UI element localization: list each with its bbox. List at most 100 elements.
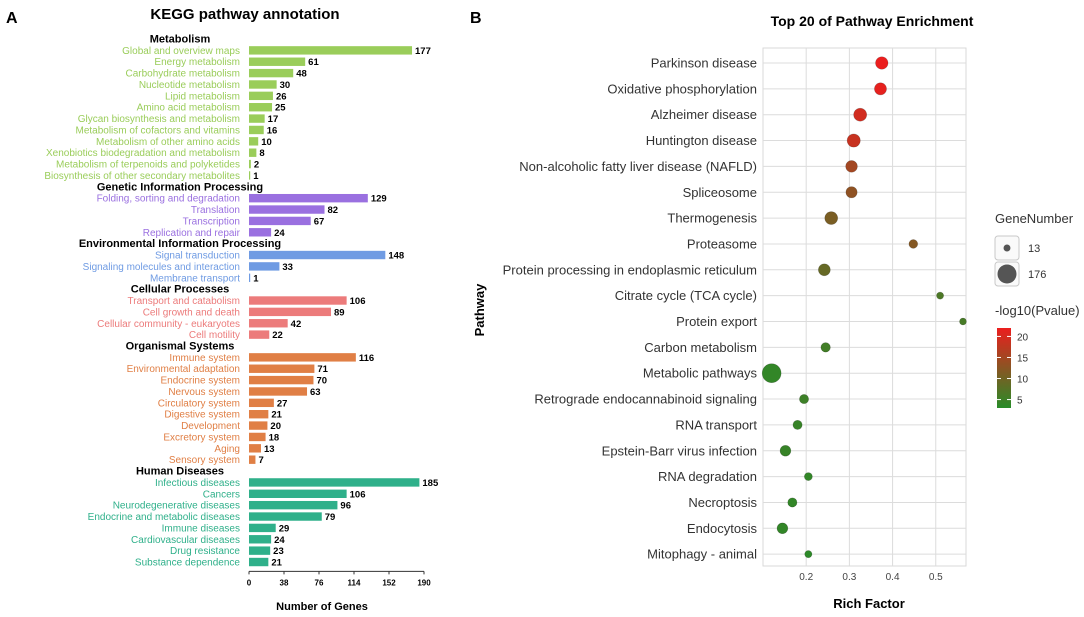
x-tick-label: 0: [247, 578, 252, 587]
bar-label: Nervous system: [168, 387, 240, 398]
bar-value-label: 61: [308, 57, 319, 68]
bar: [249, 455, 256, 464]
size-legend-circle: [997, 264, 1017, 284]
x-tick-label: 76: [315, 578, 324, 587]
group-header: Cellular Processes: [131, 284, 229, 296]
bar-label: Substance dependence: [135, 558, 241, 569]
bar-label: Aging: [214, 444, 240, 455]
bar-label: Nucleotide metabolism: [139, 80, 240, 91]
bar: [249, 364, 315, 373]
bar-label: Energy metabolism: [154, 57, 240, 68]
bar: [249, 353, 356, 362]
panel-b-x-axis-label: Rich Factor: [833, 596, 905, 611]
bar-label: Metabolism of other amino acids: [96, 137, 240, 148]
bar-label: Xenobiotics biodegradation and metabolis…: [46, 148, 240, 159]
bar: [249, 68, 294, 78]
bar-value-label: 106: [350, 489, 366, 500]
bar-label: Infectious diseases: [155, 478, 240, 489]
panel-a-bar-chart: A KEGG pathway annotation MetabolismGlob…: [6, 6, 439, 613]
bar-label: Cell motility: [189, 330, 240, 341]
bar: [249, 171, 251, 180]
bar-value-label: 63: [310, 387, 321, 398]
pathway-label: Citrate cycle (TCA cycle): [615, 288, 757, 303]
bar-value-label: 89: [334, 307, 345, 318]
bar-label: Membrane transport: [150, 273, 240, 284]
bar: [249, 387, 308, 396]
bubble-point: [779, 445, 792, 457]
bubble-point: [846, 133, 861, 148]
panel-a-title: KEGG pathway annotation: [150, 6, 339, 23]
bar-value-label: 20: [270, 421, 281, 432]
bar-value-label: 18: [269, 432, 280, 443]
bar-label: Metabolism of terpenoids and polyketides: [56, 160, 240, 171]
panel-b-title: Top 20 of Pathway Enrichment: [771, 13, 974, 29]
bar-value-label: 129: [371, 194, 387, 205]
bar-label: Development: [181, 421, 240, 432]
bubble-point: [959, 317, 967, 326]
bar-label: Signaling molecules and interaction: [83, 262, 240, 273]
pathway-label: RNA degradation: [658, 469, 757, 484]
bar: [249, 205, 325, 214]
bubble-point: [845, 186, 858, 199]
bubble-point: [804, 550, 813, 559]
pathway-label: Mitophagy - animal: [647, 547, 757, 562]
panel-a-letter: A: [6, 10, 18, 27]
x-tick-label: 152: [382, 578, 396, 587]
pathway-label: Necroptosis: [688, 495, 757, 510]
x-tick-label: 114: [348, 578, 361, 587]
bar-value-label: 116: [359, 353, 374, 364]
bar: [249, 80, 277, 89]
x-tick-label: 0.3: [842, 572, 856, 583]
bar: [249, 478, 420, 487]
bar-value-label: 96: [340, 501, 351, 512]
bar-value-label: 21: [271, 410, 282, 421]
bar-label: Digestive system: [164, 410, 240, 421]
bar: [249, 375, 314, 385]
group-header: Human Diseases: [136, 466, 224, 478]
bar-label: Cancers: [203, 489, 240, 500]
bar: [249, 489, 347, 498]
bar-value-label: 10: [261, 137, 272, 148]
pathway-label: Parkinson disease: [651, 56, 757, 71]
bubble-point: [875, 56, 889, 70]
bar-value-label: 42: [291, 319, 302, 330]
bar-value-label: 17: [268, 114, 279, 125]
bar-value-label: 8: [259, 148, 264, 159]
bar-label: Excretory system: [163, 432, 240, 443]
panel-a-x-axis-label: Number of Genes: [276, 601, 368, 613]
bar-value-label: 71: [317, 364, 328, 375]
bar-value-label: 7: [258, 455, 263, 466]
bar: [249, 103, 273, 112]
bar: [249, 262, 280, 271]
group-header: Environmental Information Processing: [79, 238, 281, 250]
bar-value-label: 33: [282, 262, 293, 273]
bar-label: Endocrine and metabolic diseases: [88, 512, 240, 523]
pathway-label: Carbon metabolism: [644, 340, 757, 355]
size-legend-title: GeneNumber: [995, 211, 1074, 226]
bar: [249, 193, 368, 203]
bar-label: Signal transduction: [155, 251, 240, 262]
bar: [249, 159, 251, 169]
bar-value-label: 24: [274, 535, 285, 546]
bar-value-label: 2: [254, 160, 259, 171]
bar-label: Transport and catabolism: [128, 296, 240, 307]
bubble-point: [824, 211, 838, 225]
bubble-point: [787, 497, 798, 508]
pathway-label: Non-alcoholic fatty liver disease (NAFLD…: [519, 159, 757, 174]
bar-label: Replication and repair: [143, 228, 241, 239]
color-legend-label: 15: [1017, 353, 1029, 364]
pathway-label: RNA transport: [675, 417, 757, 432]
x-tick-label: 38: [280, 578, 289, 587]
bubble-point: [761, 363, 782, 384]
pathway-label: Endocytosis: [687, 521, 758, 536]
bar-label: Sensory system: [169, 455, 240, 466]
bubble-point: [853, 107, 867, 122]
bar: [249, 557, 269, 567]
bar-value-label: 27: [277, 398, 288, 409]
bar: [249, 319, 288, 328]
pathway-label: Oxidative phosphorylation: [607, 81, 757, 96]
bar-value-label: 30: [280, 80, 291, 91]
bar-value-label: 22: [272, 330, 283, 341]
bubble-point: [799, 394, 809, 404]
